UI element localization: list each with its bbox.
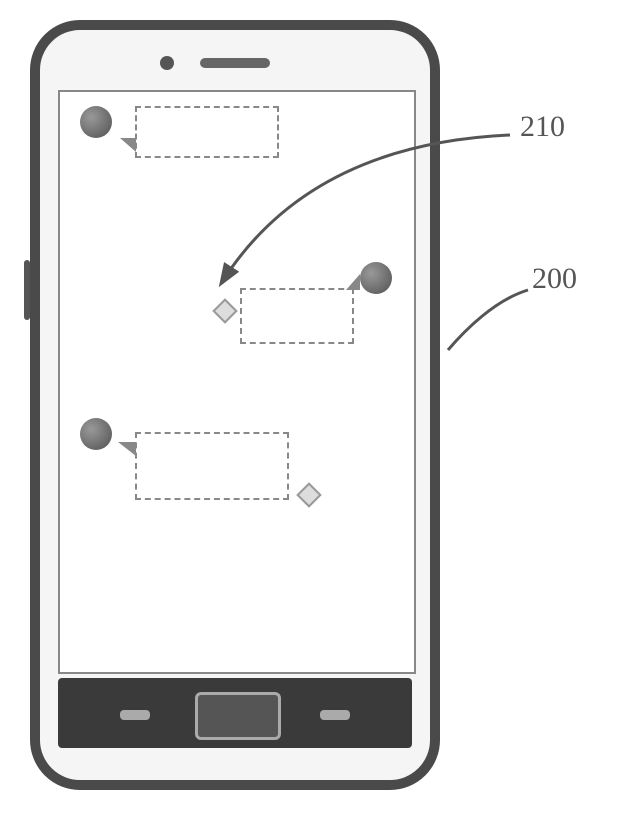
chat-bubble-2 <box>240 288 354 344</box>
ref-label-210: 210 <box>520 110 565 144</box>
screen <box>58 90 416 674</box>
speaker-slot <box>200 58 270 68</box>
avatar-left-1 <box>80 106 112 138</box>
indicator-diamond-2 <box>296 482 321 507</box>
phone-body <box>30 20 440 790</box>
avatar-right-1 <box>360 262 392 294</box>
home-button[interactable] <box>195 692 281 740</box>
bubble-tail-3 <box>118 442 136 456</box>
side-button <box>24 260 30 320</box>
avatar-left-2 <box>80 418 112 450</box>
soft-key-right[interactable] <box>320 710 350 720</box>
indicator-diamond-1 <box>212 298 237 323</box>
bubble-tail-2 <box>346 274 360 290</box>
front-camera <box>160 56 174 70</box>
chat-bubble-1 <box>135 106 279 158</box>
ref-label-200: 200 <box>532 262 577 296</box>
bubble-tail-1 <box>120 138 136 152</box>
soft-key-left[interactable] <box>120 710 150 720</box>
chat-bubble-3 <box>135 432 289 500</box>
